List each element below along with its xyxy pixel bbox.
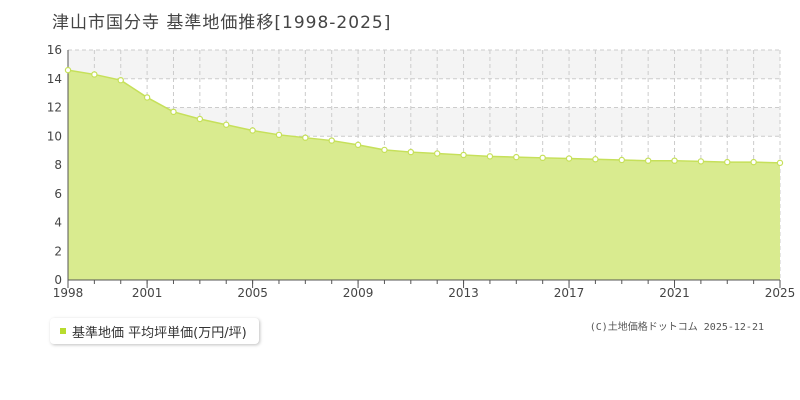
series-line	[67, 69, 781, 164]
data-point	[381, 146, 388, 154]
data-point	[433, 150, 441, 157]
x-tick-label: 2017	[554, 286, 585, 300]
grid-band	[68, 50, 780, 79]
data-point	[460, 151, 467, 159]
credit-text: (C)土地価格ドットコム 2025-12-21	[589, 322, 764, 333]
data-point	[671, 157, 678, 164]
x-tick-label: 2025	[765, 286, 796, 300]
y-tick-label: 10	[47, 129, 62, 143]
data-point	[143, 94, 151, 101]
data-point	[196, 115, 204, 123]
data-point	[776, 159, 784, 167]
y-tick-label: 6	[54, 187, 62, 201]
data-point	[354, 141, 362, 149]
data-point	[302, 134, 309, 141]
data-point	[170, 108, 177, 116]
data-point	[724, 158, 731, 166]
data-point	[539, 154, 546, 162]
legend-swatch	[60, 328, 66, 334]
y-tick-label: 14	[47, 72, 62, 86]
legend-label: 基準地価 平均坪単価(万円/坪)	[72, 325, 247, 341]
data-point	[328, 137, 335, 144]
data-point	[117, 76, 124, 84]
data-point	[275, 131, 283, 139]
y-tick-label: 4	[54, 216, 62, 230]
legend: 基準地価 平均坪単価(万円/坪)	[50, 318, 259, 344]
data-point	[249, 127, 256, 134]
x-tick-label: 2001	[132, 286, 163, 300]
x-tick-label: 2021	[659, 286, 690, 300]
y-tick-label: 2	[54, 244, 62, 258]
data-point	[486, 153, 494, 160]
data-point	[618, 156, 625, 164]
x-tick-label: 2013	[448, 286, 479, 300]
x-tick-label: 2009	[343, 286, 374, 300]
y-tick-label: 16	[47, 43, 62, 57]
data-point	[513, 153, 520, 161]
y-tick-label: 12	[47, 101, 62, 115]
x-tick-label: 1998	[53, 286, 84, 300]
y-tick-label: 0	[54, 273, 62, 287]
data-point	[565, 155, 573, 162]
data-point	[697, 158, 705, 165]
data-point	[750, 158, 757, 166]
data-point	[91, 71, 98, 78]
series-area	[68, 70, 780, 280]
data-point	[644, 157, 652, 164]
chart-title: 津山市国分寺 基準地価推移[1998-2025]	[52, 13, 392, 33]
y-tick-label: 8	[54, 158, 62, 172]
data-point	[223, 121, 230, 128]
x-tick-label: 2005	[237, 286, 268, 300]
data-point	[64, 66, 72, 74]
data-point	[407, 148, 415, 156]
data-point	[592, 156, 599, 163]
